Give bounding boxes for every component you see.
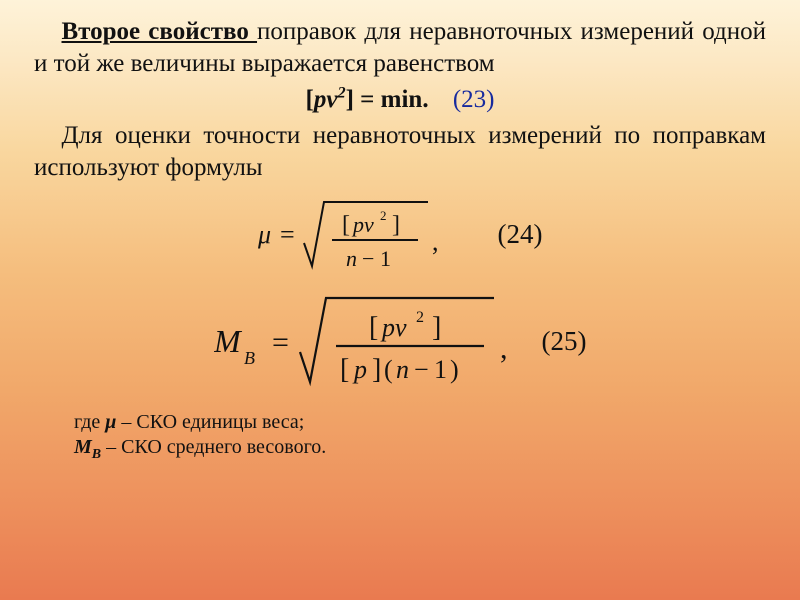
svg-text:[: [ bbox=[369, 312, 378, 343]
svg-text:M: M bbox=[214, 323, 243, 359]
mu-desc: – СКО единицы веса; bbox=[116, 411, 304, 433]
svg-text:(: ( bbox=[384, 355, 393, 384]
svg-text:[: [ bbox=[340, 354, 349, 385]
eq23-pv: pv bbox=[314, 86, 338, 113]
svg-text:−: − bbox=[414, 355, 429, 384]
svg-text:1: 1 bbox=[380, 246, 391, 271]
paragraph-2: Для оценки точности неравноточных измере… bbox=[34, 120, 766, 184]
paragraph-1: Второе свойство поправок для неравноточн… bbox=[34, 16, 766, 80]
svg-text:B: B bbox=[244, 348, 255, 368]
equation-23: [pv2] = min. (23) bbox=[34, 84, 766, 114]
footnote-line-2: MB – СКО среднего весового. bbox=[74, 435, 766, 464]
equation-25-svg: M B = [ pv 2 ] [ p ] ( n − 1 ) , bbox=[214, 286, 534, 396]
mu-symbol: μ bbox=[105, 411, 116, 433]
mb-sub: B bbox=[92, 447, 101, 462]
svg-text:): ) bbox=[450, 355, 459, 384]
footnote: где μ – СКО единицы веса; MB – СКО средн… bbox=[74, 410, 766, 464]
svg-text:n: n bbox=[346, 246, 357, 271]
footnote-lead: где bbox=[74, 411, 105, 433]
svg-text:−: − bbox=[362, 246, 374, 271]
svg-text:p: p bbox=[352, 355, 367, 384]
svg-text:,: , bbox=[500, 332, 508, 365]
svg-text:1: 1 bbox=[434, 355, 447, 384]
svg-text:=: = bbox=[272, 326, 289, 359]
svg-text:=: = bbox=[280, 220, 295, 249]
mb-symbol: M bbox=[74, 436, 92, 458]
footnote-line-1: где μ – СКО единицы веса; bbox=[74, 410, 766, 435]
eq23-after: ] = min. bbox=[346, 86, 429, 113]
equation-24-svg: μ = [ pv 2 ] n − 1 , bbox=[258, 188, 478, 280]
svg-text:pv: pv bbox=[380, 313, 407, 342]
eq23-lb: [ bbox=[306, 86, 314, 113]
equation-24-row: μ = [ pv 2 ] n − 1 , (24) bbox=[34, 188, 766, 280]
svg-text:2: 2 bbox=[416, 309, 424, 326]
equation-25-row: M B = [ pv 2 ] [ p ] ( n − 1 ) , (25) bbox=[34, 286, 766, 396]
svg-text:]: ] bbox=[392, 212, 400, 238]
title-phrase: Второе свойство bbox=[62, 18, 258, 45]
eq24-num: (24) bbox=[498, 219, 543, 250]
svg-text:n: n bbox=[396, 355, 409, 384]
mb-desc: – СКО среднего весового. bbox=[101, 436, 326, 458]
svg-text:μ: μ bbox=[258, 220, 271, 249]
svg-text:]: ] bbox=[432, 312, 441, 343]
eq23-sup: 2 bbox=[337, 84, 345, 102]
svg-text:,: , bbox=[432, 227, 439, 256]
svg-text:]: ] bbox=[372, 354, 381, 385]
eq23-num: (23) bbox=[453, 86, 495, 113]
svg-text:[: [ bbox=[342, 212, 350, 238]
svg-text:pv: pv bbox=[351, 212, 374, 237]
eq25-num: (25) bbox=[542, 326, 587, 357]
svg-text:2: 2 bbox=[380, 208, 387, 223]
